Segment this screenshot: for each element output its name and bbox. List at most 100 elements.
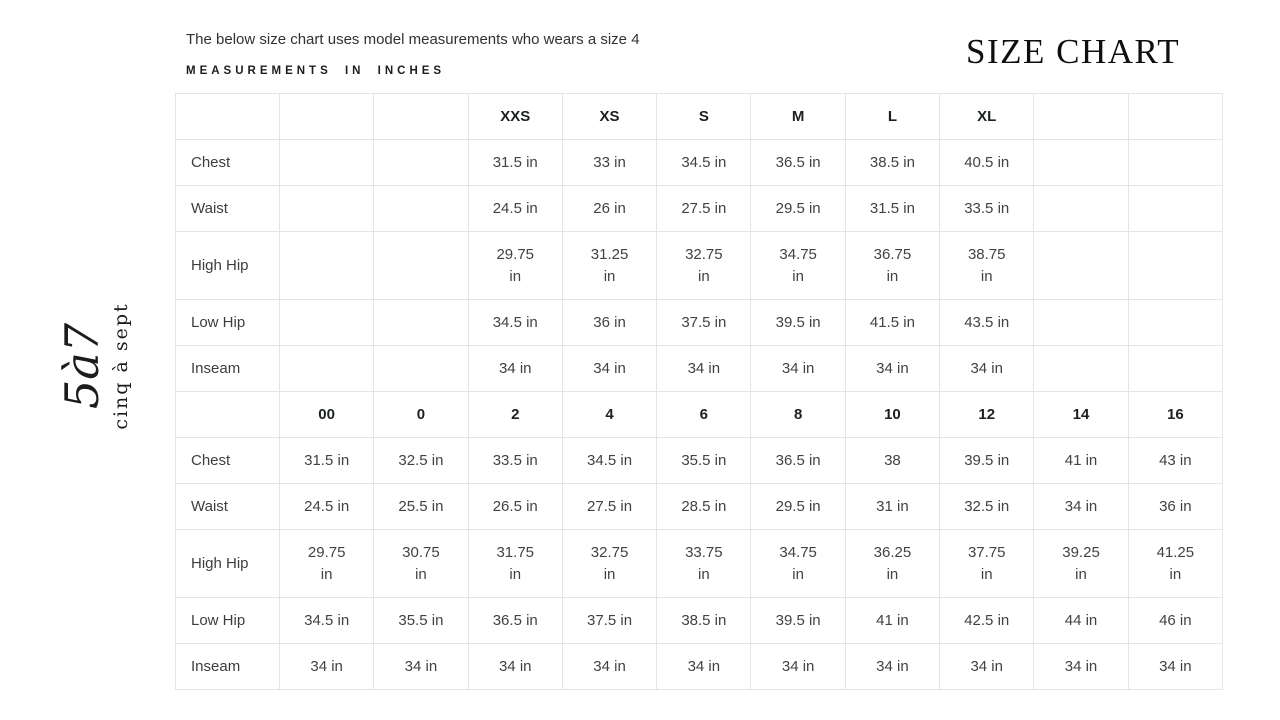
- measurement-value: 27.5 in: [656, 185, 752, 232]
- measurement-value: 34 in: [656, 643, 752, 690]
- measurement-value: 32.5 in: [939, 483, 1035, 530]
- size-header-cell: 00: [278, 391, 375, 438]
- measurement-value: 34 in: [1127, 643, 1224, 690]
- measurement-value: [373, 139, 469, 186]
- size-header-row-alpha-sizes: XXS XS S M L XL: [175, 93, 1224, 140]
- measurement-value: 29.75 in: [467, 231, 563, 300]
- measurement-value: 31.75 in: [467, 529, 563, 598]
- measurement-value: [278, 345, 375, 392]
- measurement-value: 38.5 in: [844, 139, 941, 186]
- measurement-value: 31.5 in: [844, 185, 941, 232]
- measurement-value: 35.5 in: [373, 597, 469, 644]
- measurement-value: [278, 231, 375, 300]
- measurement-value: [1033, 231, 1129, 300]
- measurement-value: 38.75 in: [939, 231, 1035, 300]
- measurement-value: 27.5 in: [561, 483, 658, 530]
- corner-cell: [175, 391, 280, 438]
- measurement-value: 37.75 in: [939, 529, 1035, 598]
- measurement-value: 44 in: [1033, 597, 1129, 644]
- measurement-label: High Hip: [175, 529, 280, 598]
- table-row: Inseam 34 in 34 in 34 in 34 in 34 in 34 in 34 i…: [175, 643, 1224, 690]
- measurement-value: 34 in: [278, 643, 375, 690]
- measurement-value: 31.5 in: [467, 139, 563, 186]
- page-title: SIZE CHART: [966, 32, 1181, 71]
- size-header-cell: [1033, 93, 1129, 140]
- measurement-value: 32.75 in: [561, 529, 658, 598]
- measurement-label: Waist: [175, 483, 280, 530]
- measurement-value: [278, 139, 375, 186]
- measurement-value: 37.5 in: [656, 299, 752, 346]
- measurement-value: [1127, 231, 1224, 300]
- size-header-cell: XXS: [467, 93, 563, 140]
- measurement-value: 32.5 in: [373, 437, 469, 484]
- measurement-value: 34 in: [750, 345, 846, 392]
- size-header-cell: 10: [844, 391, 941, 438]
- measurement-value: 34 in: [1033, 643, 1129, 690]
- table-row: Inseam 34 in 34 in 34 in 34 in 34 in 34 in: [175, 345, 1224, 392]
- measurement-value: 43.5 in: [939, 299, 1035, 346]
- measurement-label: Chest: [175, 139, 280, 186]
- table-row: Low Hip 34.5 in 35.5 in 36.5 in 37.5 in 38.5 …: [175, 597, 1224, 644]
- measurement-value: 26.5 in: [467, 483, 563, 530]
- measurement-value: [373, 185, 469, 232]
- measurement-value: 31 in: [844, 483, 941, 530]
- measurement-label: Inseam: [175, 643, 280, 690]
- table-row: High Hip 29.75 in 30.75 in 31.75 in 32.75 in…: [175, 529, 1224, 598]
- measurement-value: 35.5 in: [656, 437, 752, 484]
- measurement-value: 34 in: [750, 643, 846, 690]
- measurement-value: 34.5 in: [561, 437, 658, 484]
- table-row: Chest 31.5 in 33 in 34.5 in 36.5 in 38.5 in 40…: [175, 139, 1224, 186]
- measurement-label: Inseam: [175, 345, 280, 392]
- measurement-value: 34 in: [467, 345, 563, 392]
- measurement-value: 38.5 in: [656, 597, 752, 644]
- corner-cell: [175, 93, 280, 140]
- measurement-value: 34.5 in: [467, 299, 563, 346]
- size-header-cell: M: [750, 93, 846, 140]
- measurement-value: 34 in: [939, 345, 1035, 392]
- measurement-value: 24.5 in: [467, 185, 563, 232]
- table-row: Waist 24.5 in 25.5 in 26.5 in 27.5 in 28.5 in…: [175, 483, 1224, 530]
- measurement-value: 36.25 in: [844, 529, 941, 598]
- measurement-value: 39.5 in: [750, 299, 846, 346]
- measurement-value: [1127, 139, 1224, 186]
- measurement-value: 40.5 in: [939, 139, 1035, 186]
- measurement-value: 34 in: [373, 643, 469, 690]
- measurement-value: 30.75 in: [373, 529, 469, 598]
- measurement-value: 36 in: [1127, 483, 1224, 530]
- brand-mark-5a7: 5à7: [54, 323, 109, 409]
- measurement-value: 39.25 in: [1033, 529, 1129, 598]
- measurement-value: 34 in: [656, 345, 752, 392]
- measurement-value: 26 in: [561, 185, 658, 232]
- measurement-value: 36.5 in: [750, 437, 846, 484]
- measurement-label: Low Hip: [175, 299, 280, 346]
- size-header-cell: 0: [373, 391, 469, 438]
- measurement-value: 34 in: [1033, 483, 1129, 530]
- measurement-value: 34.75 in: [750, 231, 846, 300]
- size-header-cell: [373, 93, 469, 140]
- measurement-value: 34 in: [561, 345, 658, 392]
- measurement-value: 24.5 in: [278, 483, 375, 530]
- measurement-value: [1127, 185, 1224, 232]
- measurement-label: High Hip: [175, 231, 280, 300]
- size-header-cell: 12: [939, 391, 1035, 438]
- measurement-value: 37.5 in: [561, 597, 658, 644]
- measurement-value: [1033, 139, 1129, 186]
- model-note: The below size chart uses model measurem…: [186, 31, 640, 48]
- measurement-value: 34 in: [939, 643, 1035, 690]
- brand-wordmark-cinq-a-sept: cinq à sept: [109, 302, 132, 430]
- size-header-cell: L: [844, 93, 941, 140]
- measurement-value: 31.25 in: [561, 231, 658, 300]
- measurement-label: Chest: [175, 437, 280, 484]
- measurement-value: 33.5 in: [467, 437, 563, 484]
- measurement-value: 34 in: [844, 345, 941, 392]
- measurement-value: 33.75 in: [656, 529, 752, 598]
- size-header-row-numeric-sizes: 00 0 2 4 6 8 10 12 14 16: [175, 391, 1224, 438]
- measurement-label: Waist: [175, 185, 280, 232]
- measurement-value: 41 in: [1033, 437, 1129, 484]
- measurement-value: 36.5 in: [467, 597, 563, 644]
- measurement-value: [1033, 299, 1129, 346]
- size-header-cell: S: [656, 93, 752, 140]
- measurement-value: 41.25 in: [1127, 529, 1224, 598]
- size-header-cell: [1127, 93, 1224, 140]
- measurement-value: 41.5 in: [844, 299, 941, 346]
